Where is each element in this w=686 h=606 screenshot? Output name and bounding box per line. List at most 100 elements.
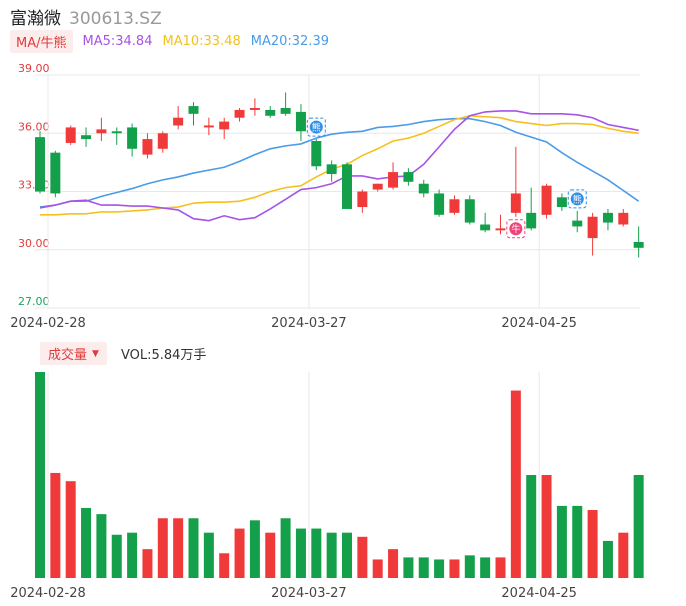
ma10-line [40,114,639,216]
candle [65,125,76,145]
candle-body [372,183,383,190]
marker-label: 熊 [573,193,582,205]
volume-bar [434,559,445,578]
volume-bar [280,518,291,578]
volume-bar [357,536,368,578]
candle-body [480,224,491,231]
y-tick-label: 36.00 [18,120,50,133]
candle [388,162,399,190]
candle-body [127,127,138,149]
bear-marker-icon: 熊 [567,189,587,209]
ma-legend-row: MA/牛熊 MA5:34.84 MA10:33.48 MA20:32.39 [10,30,329,53]
candle-body [618,212,629,225]
candle-body [434,193,445,215]
volume-bar [65,481,76,578]
candle-body [81,135,92,140]
candle [618,208,629,227]
marker-frame [567,189,587,209]
ma20-legend: MA20:32.39 [250,34,329,49]
volume-bar [50,472,61,578]
candle-body [65,127,76,143]
candle-body [249,108,260,110]
candle-body [219,121,230,130]
ma20-line [39,117,640,208]
candle [372,183,383,192]
volume-bar [541,475,552,578]
candle [280,92,291,116]
x-date-label: 2024-02-28 [10,316,86,331]
volume-bar [572,505,583,578]
volume-bar [249,520,260,578]
candle [434,189,445,217]
volume-bar [480,557,491,578]
candle-body [510,193,521,213]
volume-selector-label: 成交量 [48,348,88,363]
volume-value: VOL:5.84万手 [120,348,207,363]
candle-body [357,191,368,208]
candle-body [495,228,506,231]
candle [326,160,337,182]
marker-label: 熊 [312,122,321,134]
volume-bar [526,475,537,578]
candle [265,106,276,118]
candle [50,150,61,198]
candle-body [572,220,583,227]
bear-marker-icon: 熊 [306,117,326,137]
stock-name: 富瀚微 [10,9,61,29]
candle [480,212,491,233]
candle-body [418,183,429,194]
marker-frame [306,117,326,137]
candle-body [234,109,245,118]
candle [495,214,506,235]
volume-bar [449,559,460,578]
candle-body [265,109,276,116]
volume-bar [173,518,184,578]
candle [81,127,92,147]
candle [342,162,352,209]
candle-body [556,197,567,208]
candle-body [342,164,352,209]
marker-badge [570,192,584,206]
caret-down-icon: ▼ [92,348,99,359]
volume-bar [295,528,306,578]
candle [96,117,107,142]
volume-bar [326,532,337,578]
candle-body [388,172,399,188]
volume-selector-button[interactable]: 成交量 ▼ [40,342,107,365]
volume-bar [265,532,276,578]
title-row: 富瀚微 300613.SZ [10,4,162,29]
candle [142,133,153,159]
candle [403,168,414,186]
candle-body [633,241,644,248]
y-tick-label: 27.00 [18,295,50,308]
candle-body [602,212,613,223]
candle [35,131,45,194]
candle [526,187,537,231]
candle [541,183,552,219]
candle [295,104,306,142]
candle [111,127,122,145]
x-date-label: 2024-04-25 [501,316,577,331]
volume-bar [203,532,214,578]
candle-body [326,164,337,175]
candle [357,189,368,213]
ma10-legend: MA10:33.48 [162,34,241,49]
candle-body [526,212,537,229]
x-date-label: 2024-03-27 [271,316,347,331]
candle-body [203,125,214,128]
candle-body [541,185,552,215]
candle [127,123,138,157]
stock-code: 300613.SZ [69,9,162,29]
candle [449,195,460,215]
candle-body [295,111,306,132]
volume-bar [556,505,567,578]
volume-bar [510,390,521,578]
marker-frame [506,219,526,239]
volume-bar [81,507,92,578]
volume-bar [157,518,168,578]
indicator-selector-button[interactable]: MA/牛熊 [10,30,73,53]
x-date-label: 2024-03-27 [271,586,347,601]
volume-bar [602,540,613,578]
candle [633,226,644,258]
